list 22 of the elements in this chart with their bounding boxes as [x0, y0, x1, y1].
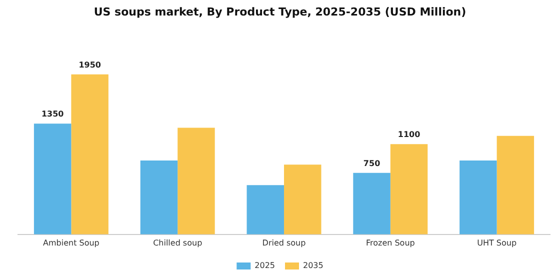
chart-title: US soups market, By Product Type, 2025-2035 (USD Million) — [94, 5, 466, 18]
x-tick-label: Dried soup — [262, 238, 306, 248]
bar — [460, 160, 497, 234]
data-label: 1950 — [78, 60, 102, 70]
bar — [71, 74, 108, 234]
x-tick-label: Ambient Soup — [43, 238, 100, 248]
legend-label: 2025 — [254, 261, 275, 270]
bar — [284, 164, 322, 234]
data-label: 750 — [363, 158, 381, 168]
bar — [178, 128, 215, 234]
bar — [34, 124, 72, 234]
bar — [353, 172, 390, 234]
x-tick-label: Chilled soup — [153, 238, 202, 248]
bar — [140, 160, 178, 234]
bar — [246, 185, 284, 234]
bar — [496, 136, 534, 234]
bar — [390, 144, 428, 234]
data-label: 1350 — [41, 110, 64, 119]
x-tick-label: Frozen Soup — [366, 238, 415, 248]
legend-label: 2035 — [303, 261, 324, 270]
data-label: 1100 — [398, 130, 421, 140]
x-tick-label: UHT Soup — [477, 238, 517, 248]
